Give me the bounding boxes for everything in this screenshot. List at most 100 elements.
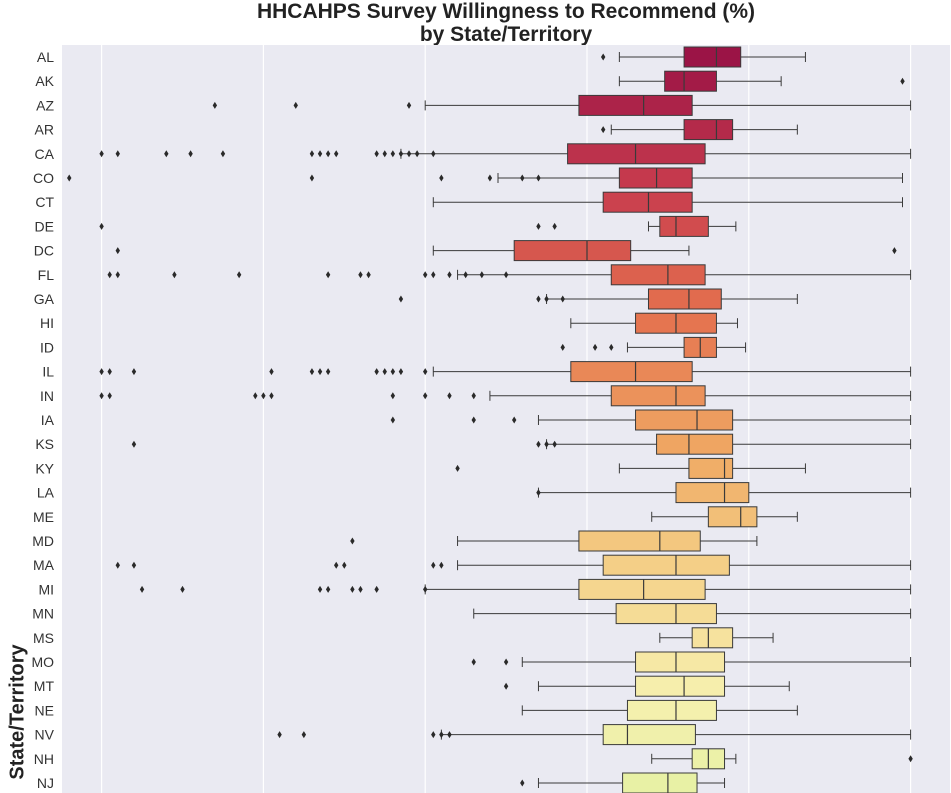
outlier-point — [900, 77, 905, 85]
outlier-point — [431, 731, 436, 739]
box-ct — [432, 191, 904, 213]
iqr-box — [683, 119, 734, 141]
box-me — [651, 506, 798, 528]
state-label-mn: MN — [32, 606, 54, 622]
outlier-point — [334, 150, 339, 158]
box-ar — [600, 119, 798, 141]
outlier-point — [325, 368, 331, 376]
outlier-point — [447, 731, 452, 739]
state-label-nh: NH — [34, 751, 54, 767]
outlier-point — [236, 271, 242, 279]
iqr-box — [567, 143, 706, 165]
outlier-point — [447, 271, 452, 279]
box-nj — [520, 772, 726, 793]
iqr-box — [656, 433, 734, 455]
iqr-box — [635, 651, 726, 673]
outlier-point — [423, 271, 428, 279]
outlier-point — [188, 150, 193, 158]
box-nv — [277, 724, 912, 746]
outlier-point — [350, 537, 355, 545]
outlier-point — [431, 271, 436, 279]
state-label-mt: MT — [34, 678, 55, 694]
box-ne — [521, 699, 798, 721]
box-ma — [115, 554, 912, 576]
outlier-point — [131, 440, 137, 448]
outlier-point — [107, 392, 112, 400]
outlier-point — [390, 150, 396, 158]
box-az — [212, 94, 912, 116]
box-mn — [473, 603, 912, 625]
outlier-point — [439, 731, 444, 739]
state-label-de: DE — [35, 218, 54, 234]
outlier-point — [431, 150, 436, 158]
outlier-point — [139, 585, 145, 593]
outlier-point — [277, 731, 282, 739]
box-mo — [471, 651, 912, 673]
iqr-box — [578, 94, 693, 116]
iqr-box — [570, 361, 693, 383]
state-label-ct: CT — [35, 194, 54, 210]
outlier-point — [560, 343, 565, 351]
outlier-point — [439, 561, 444, 569]
state-label-md: MD — [32, 533, 54, 549]
chart-title-line-1: HHCAHPS Survey Willingness to Recommend … — [256, 0, 756, 23]
state-label-fl: FL — [38, 267, 55, 283]
iqr-box — [683, 46, 742, 68]
iqr-box — [610, 385, 706, 407]
outlier-point — [115, 150, 120, 158]
iqr-box — [707, 506, 758, 528]
state-label-id: ID — [40, 339, 54, 355]
state-label-mo: MO — [31, 654, 54, 670]
state-label-ks: KS — [35, 436, 54, 452]
outlier-point — [398, 368, 404, 376]
outlier-point — [414, 150, 420, 158]
outlier-point — [309, 368, 315, 376]
iqr-box — [513, 240, 632, 262]
iqr-box — [578, 578, 706, 600]
state-label-la: LA — [37, 485, 55, 501]
box-ia — [390, 409, 912, 431]
iqr-box — [635, 409, 734, 431]
box-ga — [398, 288, 798, 310]
iqr-box — [626, 699, 717, 721]
outlier-point — [99, 150, 104, 158]
outlier-point — [131, 368, 137, 376]
outlier-point — [358, 585, 363, 593]
outlier-point — [293, 101, 298, 109]
state-label-az: AZ — [36, 97, 54, 113]
box-la — [536, 482, 912, 504]
outlier-point — [447, 392, 452, 400]
iqr-box — [688, 457, 734, 479]
iqr-box — [635, 675, 726, 697]
iqr-box — [610, 264, 706, 286]
outlier-point — [908, 755, 913, 763]
iqr-box — [578, 530, 701, 552]
outlier-point — [552, 222, 557, 230]
box-nh — [651, 748, 913, 770]
box-co — [67, 167, 904, 189]
iqr-box — [659, 215, 709, 237]
outlier-point — [536, 222, 541, 230]
box-series — [67, 46, 913, 793]
state-label-il: IL — [42, 364, 54, 380]
iqr-box — [675, 482, 750, 504]
outlier-point — [212, 101, 218, 109]
outlier-point — [115, 247, 120, 255]
state-label-co: CO — [33, 170, 54, 186]
outlier-point — [309, 174, 315, 182]
state-label-ne: NE — [35, 702, 54, 718]
outlier-point — [325, 150, 331, 158]
outlier-point — [600, 53, 606, 61]
outlier-point — [423, 585, 428, 593]
outlier-point — [398, 295, 404, 303]
box-dc — [115, 240, 897, 262]
plot-area — [62, 45, 950, 793]
outlier-point — [503, 271, 509, 279]
box-il — [99, 361, 912, 383]
outlier-point — [560, 295, 565, 303]
outlier-point — [471, 392, 476, 400]
state-label-ca: CA — [35, 146, 55, 162]
outlier-point — [398, 150, 404, 158]
outlier-point — [131, 561, 137, 569]
